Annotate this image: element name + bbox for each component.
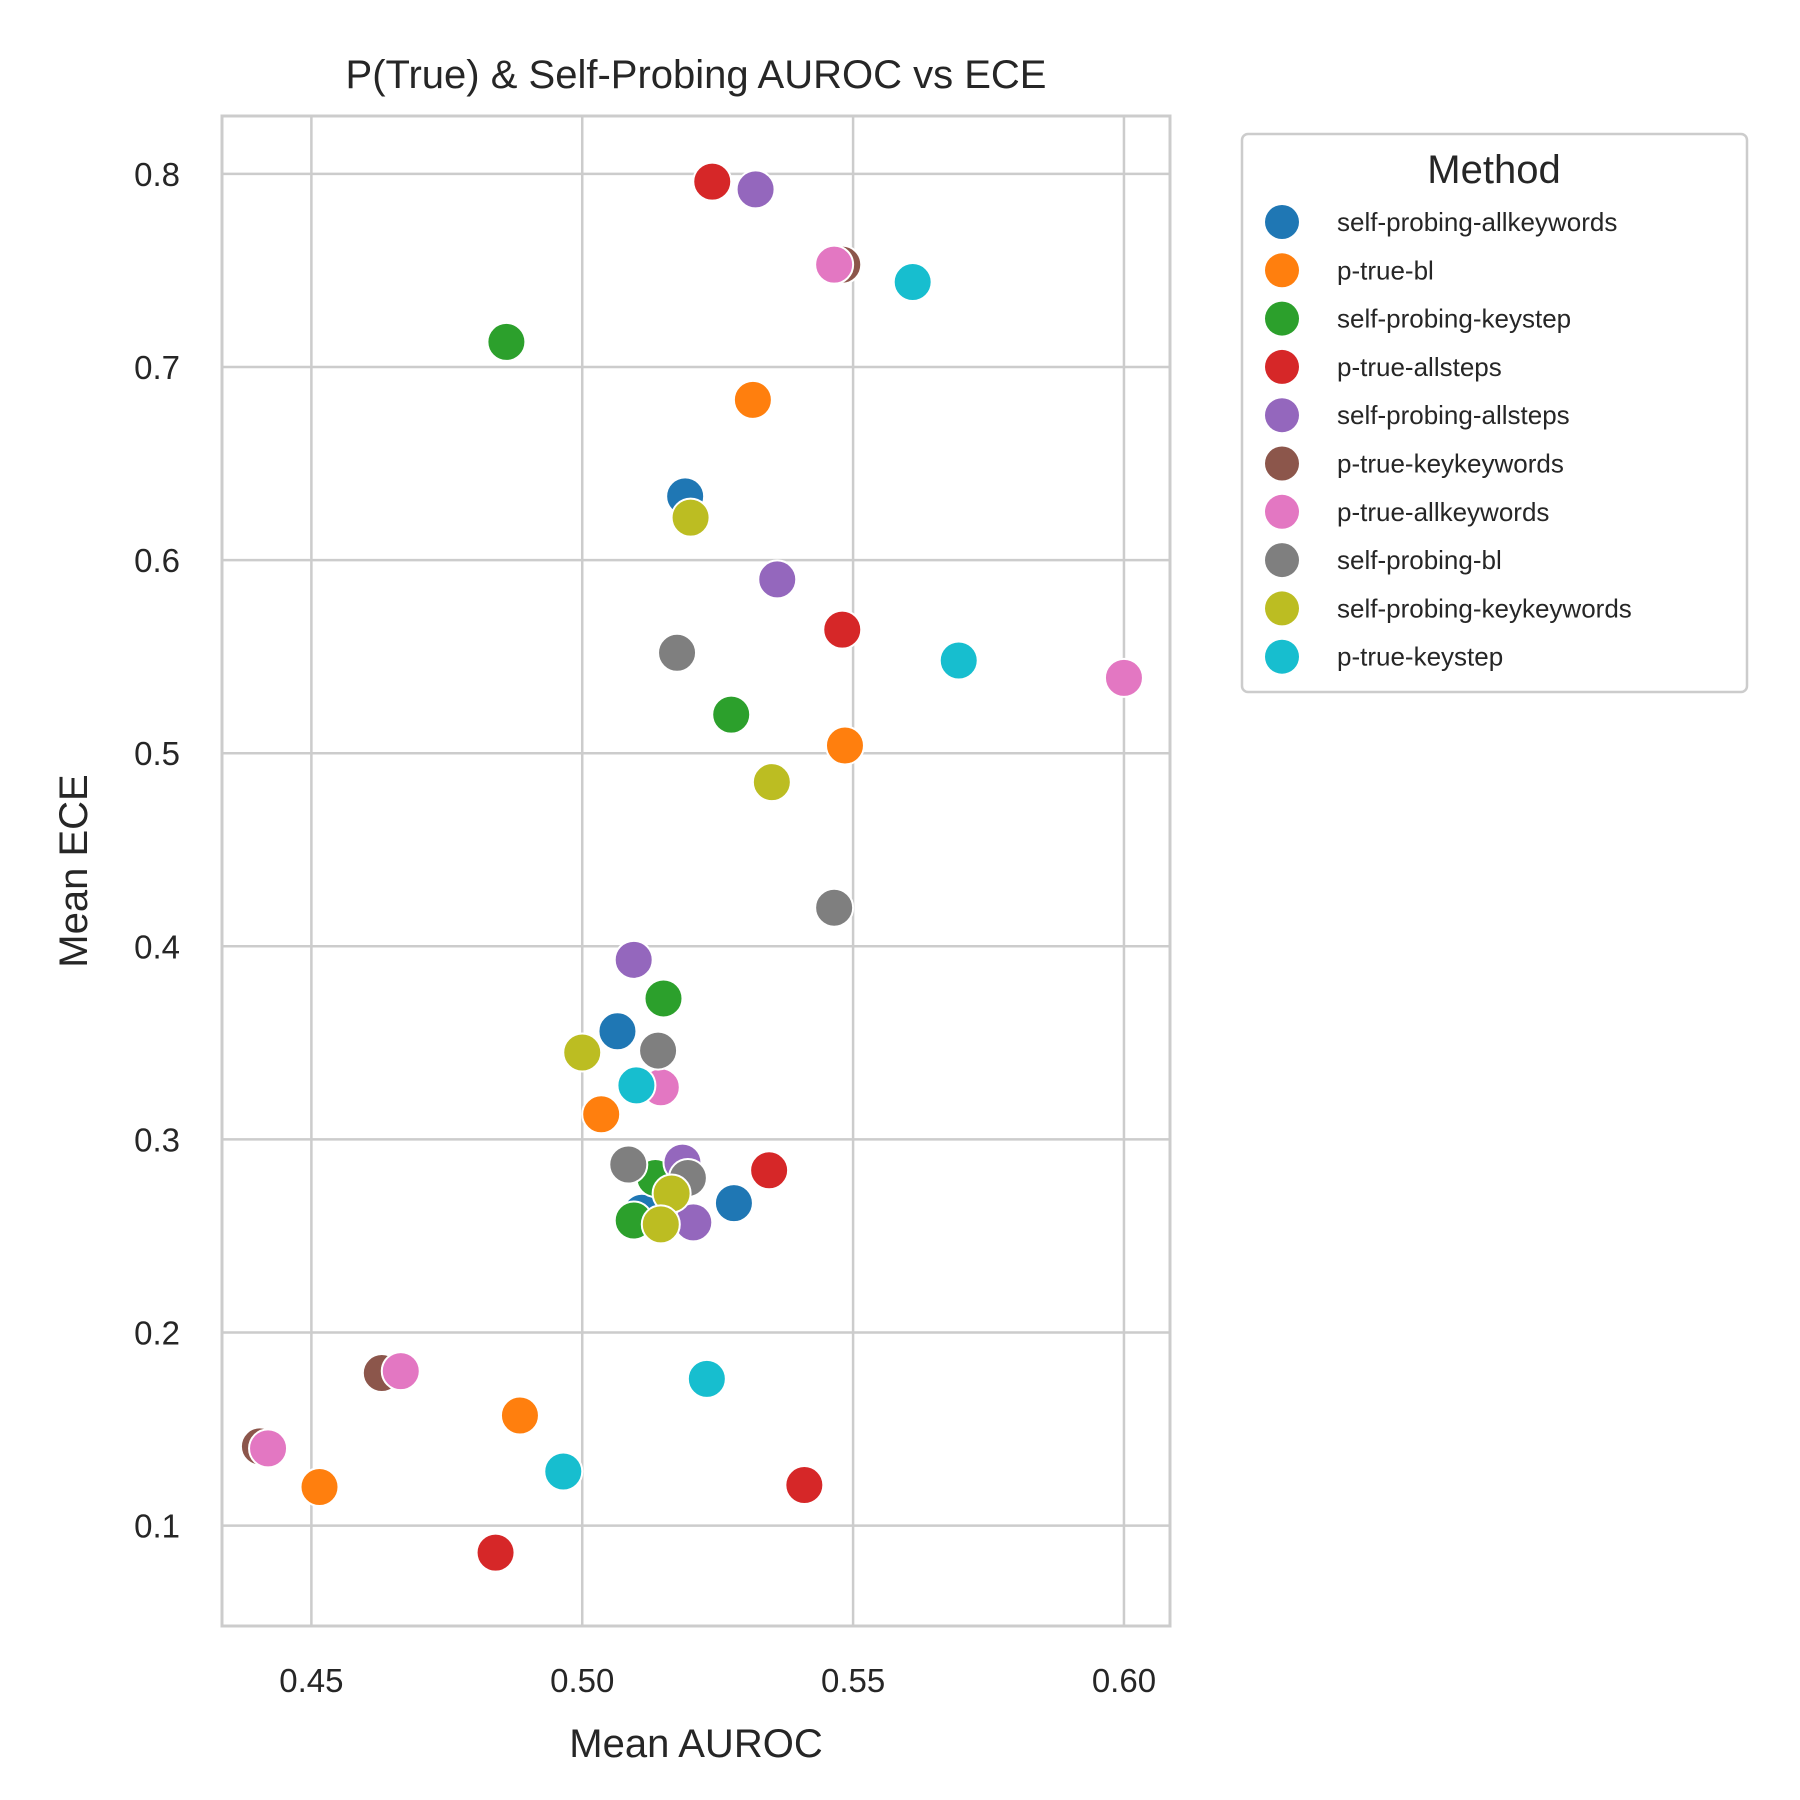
chart-title: P(True) & Self-Probing AUROC vs ECE xyxy=(346,53,1047,97)
data-point-self-probing-bl xyxy=(638,1030,679,1071)
y-axis-label: Mean ECE xyxy=(52,774,96,967)
y-tick-label: 0.7 xyxy=(134,349,180,386)
x-tick-label: 0.50 xyxy=(550,1662,614,1699)
legend-items: self-probing-allkeywords p-true-bl self-pr… xyxy=(1265,205,1632,674)
legend-marker-p-true-keystep xyxy=(1265,639,1299,674)
legend-marker-p-true-keykeywords xyxy=(1265,446,1299,481)
data-point-p-true-keystep xyxy=(938,640,979,681)
legend-marker-p-true-allsteps xyxy=(1265,349,1299,384)
data-point-p-true-allsteps xyxy=(784,1465,825,1506)
data-point-p-true-allsteps xyxy=(692,161,733,202)
x-tick-labels: 0.45 0.50 0.55 0.60 xyxy=(279,1662,1156,1699)
x-tick-label: 0.45 xyxy=(279,1662,343,1699)
legend-label: self-probing-allkeywords xyxy=(1337,207,1617,237)
y-tick-label: 0.4 xyxy=(134,928,180,965)
data-point-self-probing-allsteps xyxy=(757,559,798,600)
data-point-p-true-bl xyxy=(299,1466,340,1507)
data-point-p-true-bl xyxy=(499,1395,540,1436)
data-point-p-true-allkeywords xyxy=(1103,657,1144,698)
data-point-self-probing-allkeywords xyxy=(713,1183,754,1224)
data-point-p-true-keystep xyxy=(892,262,933,303)
data-point-p-true-allsteps xyxy=(749,1150,790,1191)
y-tick-label: 0.3 xyxy=(134,1121,180,1158)
legend-label: p-true-keykeywords xyxy=(1337,449,1564,479)
data-point-self-probing-keystep xyxy=(486,321,527,362)
data-point-p-true-allkeywords xyxy=(814,244,855,285)
y-tick-label: 0.6 xyxy=(134,542,180,579)
x-tick-label: 0.60 xyxy=(1092,1662,1156,1699)
data-point-self-probing-keykeywords xyxy=(751,762,792,803)
y-tick-label: 0.1 xyxy=(134,1508,180,1545)
legend-label: self-probing-keykeywords xyxy=(1337,593,1632,623)
data-point-self-probing-keystep xyxy=(643,978,684,1019)
legend-marker-self-probing-bl xyxy=(1265,543,1299,578)
data-point-self-probing-bl xyxy=(608,1144,649,1185)
data-point-self-probing-keystep xyxy=(711,694,752,735)
legend-label: self-probing-allsteps xyxy=(1337,400,1570,430)
legend-label: p-true-allsteps xyxy=(1337,352,1502,382)
data-point-self-probing-allsteps xyxy=(735,169,776,210)
legend-box xyxy=(1240,132,1749,694)
plot-frame xyxy=(220,114,1172,1628)
data-point-p-true-bl xyxy=(824,725,865,766)
legend-marker-p-true-allkeywords xyxy=(1265,494,1299,529)
data-point-p-true-keystep xyxy=(616,1065,657,1106)
legend-label: self-probing-bl xyxy=(1337,545,1502,575)
data-point-p-true-allkeywords xyxy=(380,1351,421,1392)
y-tick-label: 0.2 xyxy=(134,1314,180,1351)
x-tick-label: 0.55 xyxy=(821,1662,885,1699)
legend: Method self-probing-allkeywords p-true-bl… xyxy=(1240,132,1749,694)
data-point-p-true-allsteps xyxy=(475,1532,516,1573)
y-gridlines xyxy=(222,172,1170,1527)
data-point-self-probing-keykeywords xyxy=(670,497,711,538)
legend-label: p-true-allkeywords xyxy=(1337,497,1549,527)
data-point-p-true-bl xyxy=(732,379,773,420)
data-point-p-true-keystep xyxy=(686,1358,727,1399)
legend-marker-p-true-bl xyxy=(1265,253,1299,288)
legend-title: Method xyxy=(1427,148,1560,192)
legend-marker-self-probing-keystep xyxy=(1265,301,1299,336)
x-axis-label: Mean AUROC xyxy=(569,1722,822,1766)
legend-label: p-true-bl xyxy=(1337,255,1434,285)
data-point-self-probing-keykeywords xyxy=(562,1032,603,1073)
legend-label: self-probing-keystep xyxy=(1337,304,1571,334)
data-point-self-probing-allkeywords xyxy=(597,1011,638,1052)
data-points xyxy=(239,161,1144,1573)
y-tick-label: 0.8 xyxy=(134,156,180,193)
data-point-p-true-allkeywords xyxy=(248,1428,289,1469)
legend-marker-self-probing-keykeywords xyxy=(1265,591,1299,626)
y-tick-labels: 0.1 0.2 0.3 0.4 0.5 0.6 0.7 0.8 xyxy=(134,156,180,1545)
data-point-p-true-keystep xyxy=(543,1451,584,1492)
legend-marker-self-probing-allkeywords xyxy=(1265,205,1299,239)
data-point-self-probing-keykeywords xyxy=(640,1204,681,1245)
data-point-self-probing-bl xyxy=(657,632,698,673)
x-gridlines xyxy=(310,116,1126,1626)
data-point-self-probing-allsteps xyxy=(613,939,654,980)
data-point-p-true-bl xyxy=(581,1094,622,1135)
legend-label: p-true-keystep xyxy=(1337,642,1503,672)
legend-marker-self-probing-allsteps xyxy=(1265,398,1299,433)
y-tick-label: 0.5 xyxy=(134,735,180,772)
data-point-p-true-allsteps xyxy=(822,609,863,650)
data-point-self-probing-bl xyxy=(814,887,855,928)
